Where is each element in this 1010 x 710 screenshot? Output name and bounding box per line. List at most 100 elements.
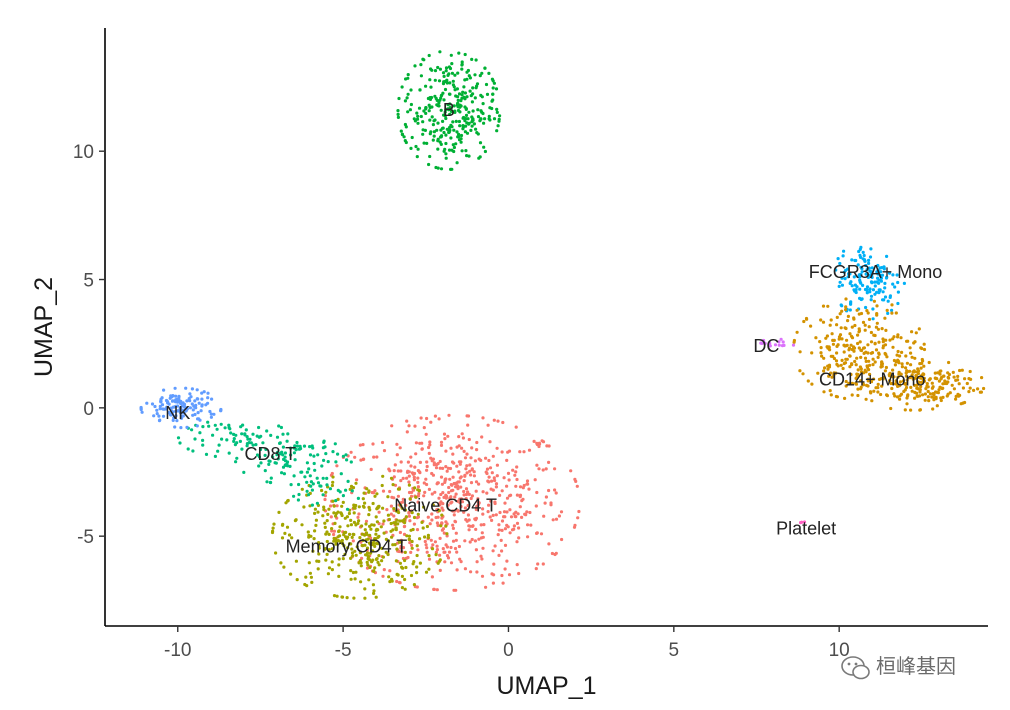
cell-point bbox=[404, 515, 408, 519]
cell-point bbox=[501, 420, 505, 425]
cell-point bbox=[905, 402, 909, 406]
cell-point bbox=[515, 465, 519, 469]
cell-point bbox=[349, 484, 354, 488]
cell-point bbox=[331, 475, 335, 479]
cell-point bbox=[379, 525, 383, 529]
cell-point bbox=[436, 166, 440, 170]
cell-point bbox=[934, 376, 938, 380]
cell-point bbox=[497, 523, 501, 527]
cell-point bbox=[908, 346, 912, 350]
cell-point bbox=[457, 119, 461, 124]
cell-point bbox=[922, 347, 927, 352]
cell-point bbox=[388, 569, 392, 573]
cell-point bbox=[454, 142, 458, 146]
cell-point bbox=[325, 530, 329, 534]
cell-point bbox=[382, 449, 387, 453]
cell-point bbox=[442, 130, 446, 135]
cell-point bbox=[919, 366, 923, 370]
cell-point bbox=[526, 535, 530, 539]
cell-point bbox=[896, 280, 900, 285]
cell-point bbox=[446, 503, 450, 507]
cell-point bbox=[514, 470, 518, 474]
cell-point bbox=[200, 397, 204, 401]
cell-point bbox=[506, 525, 510, 529]
cell-point bbox=[174, 409, 178, 413]
cell-point bbox=[469, 570, 473, 574]
cell-point bbox=[890, 375, 895, 379]
cell-point bbox=[409, 102, 413, 107]
cell-point bbox=[363, 596, 367, 600]
cell-point bbox=[421, 57, 425, 61]
cell-point bbox=[456, 71, 460, 75]
cell-point bbox=[889, 406, 893, 411]
cell-point bbox=[913, 383, 917, 387]
cell-point bbox=[872, 377, 876, 381]
cell-point bbox=[440, 482, 444, 486]
cell-point bbox=[477, 501, 481, 505]
cell-point bbox=[501, 581, 505, 585]
cell-point bbox=[442, 432, 447, 436]
cell-point bbox=[281, 465, 286, 469]
cell-point bbox=[478, 119, 482, 123]
cell-point bbox=[257, 435, 261, 439]
cell-point bbox=[525, 510, 529, 514]
cell-point bbox=[904, 374, 909, 378]
cell-point bbox=[495, 107, 499, 111]
cell-point bbox=[859, 355, 863, 359]
cell-point bbox=[859, 379, 863, 383]
cell-point bbox=[883, 351, 887, 356]
cell-point bbox=[439, 135, 443, 139]
cell-point bbox=[297, 492, 301, 497]
cell-point bbox=[871, 288, 876, 292]
cell-point bbox=[438, 553, 442, 557]
cell-point bbox=[891, 368, 895, 372]
cell-point bbox=[871, 317, 875, 321]
cell-point bbox=[870, 281, 874, 285]
cell-point bbox=[446, 103, 450, 107]
cell-point bbox=[529, 523, 533, 527]
cell-point bbox=[210, 397, 214, 401]
cell-point bbox=[536, 562, 540, 566]
cell-point bbox=[183, 405, 187, 409]
cell-point bbox=[356, 521, 360, 526]
cell-point bbox=[458, 105, 462, 109]
cell-point bbox=[305, 480, 309, 484]
cell-point bbox=[300, 470, 304, 474]
cell-point bbox=[373, 494, 377, 498]
cell-point bbox=[216, 449, 220, 453]
cell-point bbox=[201, 443, 205, 447]
cell-point bbox=[321, 514, 325, 518]
cell-point bbox=[466, 414, 471, 418]
cell-point bbox=[415, 111, 419, 115]
cell-point bbox=[439, 492, 443, 497]
cell-point bbox=[317, 552, 321, 556]
cell-point bbox=[366, 563, 370, 567]
cell-point bbox=[457, 470, 461, 474]
cell-point bbox=[298, 444, 302, 448]
cell-point bbox=[346, 479, 350, 483]
cell-point bbox=[480, 435, 484, 439]
cell-point bbox=[559, 510, 564, 514]
cell-point bbox=[880, 362, 884, 367]
cell-point bbox=[541, 468, 545, 472]
cell-point bbox=[350, 551, 355, 555]
cell-point bbox=[388, 489, 392, 494]
cell-point bbox=[394, 522, 398, 526]
cell-point bbox=[460, 67, 464, 71]
cell-point bbox=[542, 514, 546, 518]
cell-point bbox=[885, 394, 890, 398]
cell-point bbox=[407, 483, 411, 487]
cell-point bbox=[930, 381, 934, 385]
cell-point bbox=[155, 408, 159, 412]
cell-point bbox=[503, 527, 507, 531]
cell-point bbox=[297, 447, 301, 451]
cell-point bbox=[945, 394, 949, 398]
cell-point bbox=[469, 496, 473, 501]
cell-point bbox=[494, 485, 498, 489]
cell-point bbox=[412, 583, 416, 587]
cell-point bbox=[455, 161, 459, 165]
cell-point bbox=[491, 454, 495, 458]
y-tick-label: -5 bbox=[77, 527, 94, 548]
cell-point bbox=[868, 390, 873, 394]
cell-point bbox=[870, 270, 874, 274]
